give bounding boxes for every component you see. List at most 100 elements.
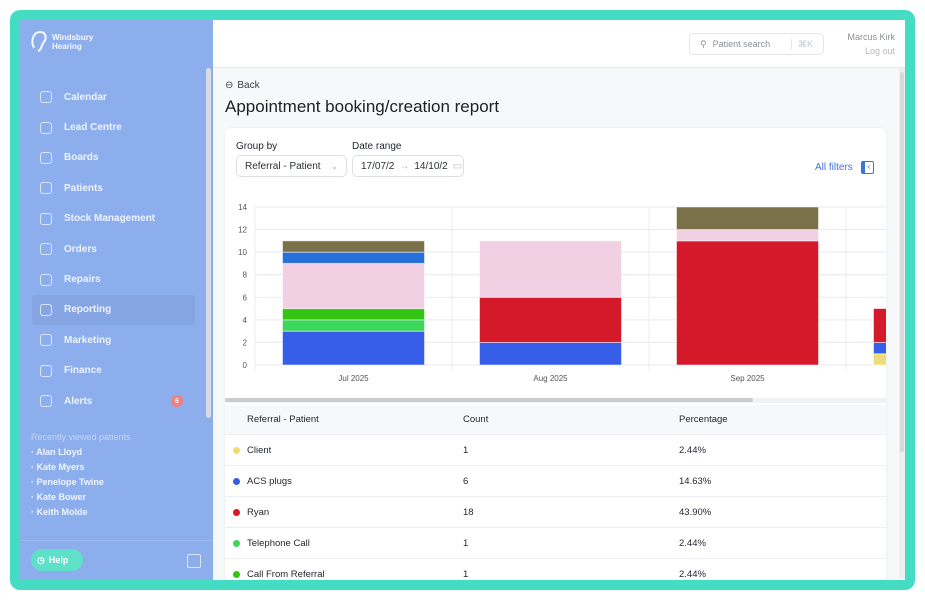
bell-icon [40, 395, 52, 408]
back-link[interactable]: ⊖ Back [225, 80, 260, 91]
legend-dot-icon [233, 477, 240, 485]
bar-segment [873, 308, 886, 343]
sidebar-item-orders[interactable]: Orders [32, 234, 195, 264]
all-filters-label: All filters [815, 162, 853, 173]
recent-patient-link[interactable]: · Keith Molde [31, 507, 88, 517]
recent-patients: Recently viewed patients · Alan Lloyd · K… [31, 432, 131, 517]
sidebar-item-finance[interactable]: Finance [32, 356, 195, 386]
x-tick-label: Sep 2025 [730, 374, 765, 383]
logout-link[interactable]: Log out [864, 46, 895, 56]
sidebar-item-stock-management[interactable]: Stock Management [32, 204, 195, 234]
sidebar-scrollbar[interactable] [206, 68, 211, 418]
row-name: Call From Referral [247, 568, 325, 580]
y-tick-label: 6 [243, 293, 248, 302]
date-to[interactable]: 14/10/2 [414, 160, 448, 172]
row-name: ACS plugs [247, 475, 292, 487]
row-count: 18 [463, 506, 474, 518]
row-name: Telephone Call [247, 537, 310, 549]
sidebar-item-repairs[interactable]: Repairs [32, 264, 195, 294]
legend-dot-icon [233, 446, 240, 454]
row-name: Ryan [247, 506, 270, 518]
table-row[interactable]: Client 1 2.44% [225, 435, 886, 466]
sidebar-item-calendar[interactable]: Calendar [32, 82, 195, 112]
app-screen: Windsbury Hearing Calendar Lead Centre Boar… [20, 20, 905, 580]
date-range-picker[interactable]: 17/07/2 → 14/10/2 ▭ [352, 155, 464, 177]
sidebar-item-label: Lead Centre [64, 122, 122, 134]
headset-icon [40, 121, 52, 134]
group-by-select[interactable]: Referral - Patient ⌄ [236, 155, 347, 177]
row-percentage: 43.90% [679, 506, 712, 518]
y-tick-label: 10 [238, 248, 247, 257]
sidebar-item-label: Alerts [64, 395, 93, 407]
recent-patient-link[interactable]: · Alan Lloyd [31, 447, 83, 457]
bar-segment [676, 240, 819, 366]
board-icon [40, 151, 52, 164]
sidebar-item-lead-centre[interactable]: Lead Centre [32, 112, 195, 142]
recent-patient-link[interactable]: · Penelope Twine [31, 477, 104, 487]
sidebar-item-alerts[interactable]: Alerts 6 [32, 386, 195, 416]
bar-segment [676, 206, 819, 231]
column-header-count[interactable]: Count [463, 414, 489, 425]
bar-segment [282, 330, 425, 366]
arrow-left-circle-icon: ⊖ [225, 80, 234, 91]
x-tick-label: Aug 2025 [533, 374, 568, 383]
recent-patient-name: Keith Molde [36, 507, 88, 517]
recent-patient-name: Alan Lloyd [36, 447, 83, 457]
chevron-down-icon: ⌄ [331, 161, 338, 171]
bar-segment [479, 240, 622, 298]
table-row[interactable]: Ryan 18 43.90% [225, 497, 886, 528]
group-by-value: Referral - Patient [245, 160, 321, 172]
panel-toggle-icon[interactable]: ‹ [860, 161, 874, 174]
help-label: Help [48, 555, 69, 565]
row-percentage: 2.44% [679, 444, 706, 456]
alerts-badge: 6 [171, 395, 183, 408]
recent-patients-title: Recently viewed patients [31, 432, 131, 442]
sidebar-item-boards[interactable]: Boards [32, 143, 195, 173]
ear-logo-icon [31, 30, 47, 52]
row-name: Client [247, 444, 272, 456]
column-header-percentage[interactable]: Percentage [679, 414, 728, 425]
legend-dot-icon [233, 570, 240, 578]
calendar-icon [40, 91, 52, 104]
y-tick-label: 0 [243, 361, 248, 370]
date-from[interactable]: 17/07/2 [361, 160, 395, 172]
table-row[interactable]: ACS plugs 6 14.63% [225, 466, 886, 497]
help-button[interactable]: ◷ Help [31, 549, 83, 571]
bar-segment [282, 319, 425, 332]
recent-patient-name: Kate Bower [36, 492, 87, 502]
stacked-bar-chart: 0 2 4 6 8 10 12 14 Jul 2025 Aug 2025 Sep 2025 [238, 203, 886, 383]
sidebar-item-label: Patients [64, 182, 103, 194]
search-shortcut: ⌘K [790, 38, 823, 50]
column-header-referral[interactable]: Referral - Patient [247, 414, 319, 425]
collapse-sidebar-icon[interactable] [187, 554, 201, 568]
sidebar-item-reporting[interactable]: Reporting [32, 294, 195, 326]
bar-segment [282, 262, 425, 310]
recent-patient-link[interactable]: · Kate Myers [31, 462, 85, 472]
recent-patient-name: Penelope Twine [36, 477, 104, 487]
sidebar-item-label: Marketing [64, 334, 112, 346]
report-card: Group by Referral - Patient ⌄ Date range … [225, 128, 886, 580]
patient-search-input[interactable]: ⚲ Patient search ⌘K [689, 33, 824, 55]
chart-horizontal-scrollbar[interactable] [225, 398, 886, 403]
divider [20, 540, 213, 541]
main-scrollbar[interactable] [899, 68, 905, 578]
row-count: 1 [463, 444, 469, 456]
sidebar-item-patients[interactable]: Patients [32, 173, 195, 203]
wrench-icon [40, 273, 52, 286]
row-percentage: 2.44% [679, 568, 706, 580]
sidebar-item-label: Reporting [64, 304, 112, 316]
table-row[interactable]: Telephone Call 1 2.44% [225, 528, 886, 559]
row-count: 1 [463, 537, 469, 549]
sidebar-item-marketing[interactable]: Marketing [32, 325, 195, 355]
recent-patient-link[interactable]: · Kate Bower [31, 492, 87, 502]
sidebar-item-label: Repairs [64, 274, 101, 286]
all-filters-button[interactable]: All filters ‹ [815, 161, 874, 174]
row-count: 6 [463, 475, 469, 487]
bar-segment [479, 296, 622, 343]
recent-patient-name: Kate Myers [36, 462, 85, 472]
table-row[interactable]: Call From Referral 1 2.44% [225, 559, 886, 580]
y-tick-label: 14 [238, 203, 247, 212]
bar-segment [479, 341, 622, 366]
sidebar-item-label: Finance [64, 365, 102, 377]
sidebar-item-label: Calendar [64, 91, 107, 103]
